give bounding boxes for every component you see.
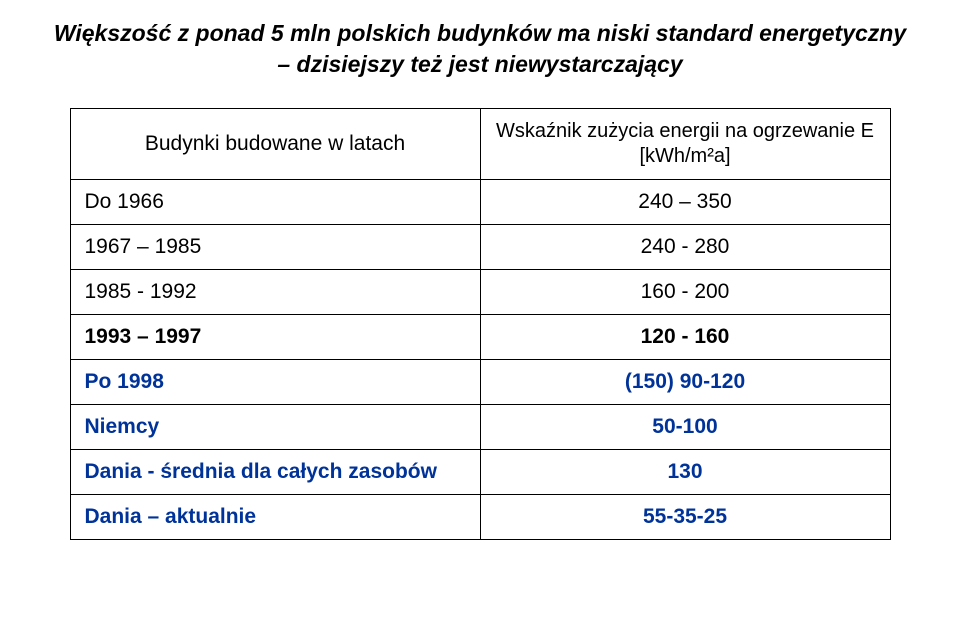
row-value: 120 - 160 xyxy=(480,315,890,360)
header-col-2: Wskaźnik zużycia energii na ogrzewanie E… xyxy=(480,109,890,180)
row-value: 55-35-25 xyxy=(480,495,890,540)
energy-table: Budynki budowane w latach Wskaźnik zużyc… xyxy=(70,108,891,540)
row-label: Dania – aktualnie xyxy=(70,495,480,540)
row-label: 1985 - 1992 xyxy=(70,270,480,315)
row-label: Dania - średnia dla całych zasobów xyxy=(70,450,480,495)
row-value: 130 xyxy=(480,450,890,495)
table-row: Niemcy 50-100 xyxy=(70,405,890,450)
page: Większość z ponad 5 mln polskich budynkó… xyxy=(0,0,960,623)
table-row: Po 1998 (150) 90-120 xyxy=(70,360,890,405)
row-label: Do 1966 xyxy=(70,180,480,225)
table-row: 1967 – 1985 240 - 280 xyxy=(70,225,890,270)
row-value: 240 – 350 xyxy=(480,180,890,225)
row-value: 50-100 xyxy=(480,405,890,450)
table-row: Dania - średnia dla całych zasobów 130 xyxy=(70,450,890,495)
row-label: 1967 – 1985 xyxy=(70,225,480,270)
row-label: Niemcy xyxy=(70,405,480,450)
title-line-1: Większość z ponad 5 mln polskich budynkó… xyxy=(40,18,920,49)
table-row: Dania – aktualnie 55-35-25 xyxy=(70,495,890,540)
table-header-row: Budynki budowane w latach Wskaźnik zużyc… xyxy=(70,109,890,180)
page-title: Większość z ponad 5 mln polskich budynkó… xyxy=(40,18,920,80)
row-value: 160 - 200 xyxy=(480,270,890,315)
table-row: 1993 – 1997 120 - 160 xyxy=(70,315,890,360)
row-value: (150) 90-120 xyxy=(480,360,890,405)
row-value: 240 - 280 xyxy=(480,225,890,270)
row-label: 1993 – 1997 xyxy=(70,315,480,360)
table-row: Do 1966 240 – 350 xyxy=(70,180,890,225)
header-col-1: Budynki budowane w latach xyxy=(70,109,480,180)
row-label: Po 1998 xyxy=(70,360,480,405)
title-line-2: – dzisiejszy też jest niewystarczający xyxy=(40,49,920,80)
table-row: 1985 - 1992 160 - 200 xyxy=(70,270,890,315)
